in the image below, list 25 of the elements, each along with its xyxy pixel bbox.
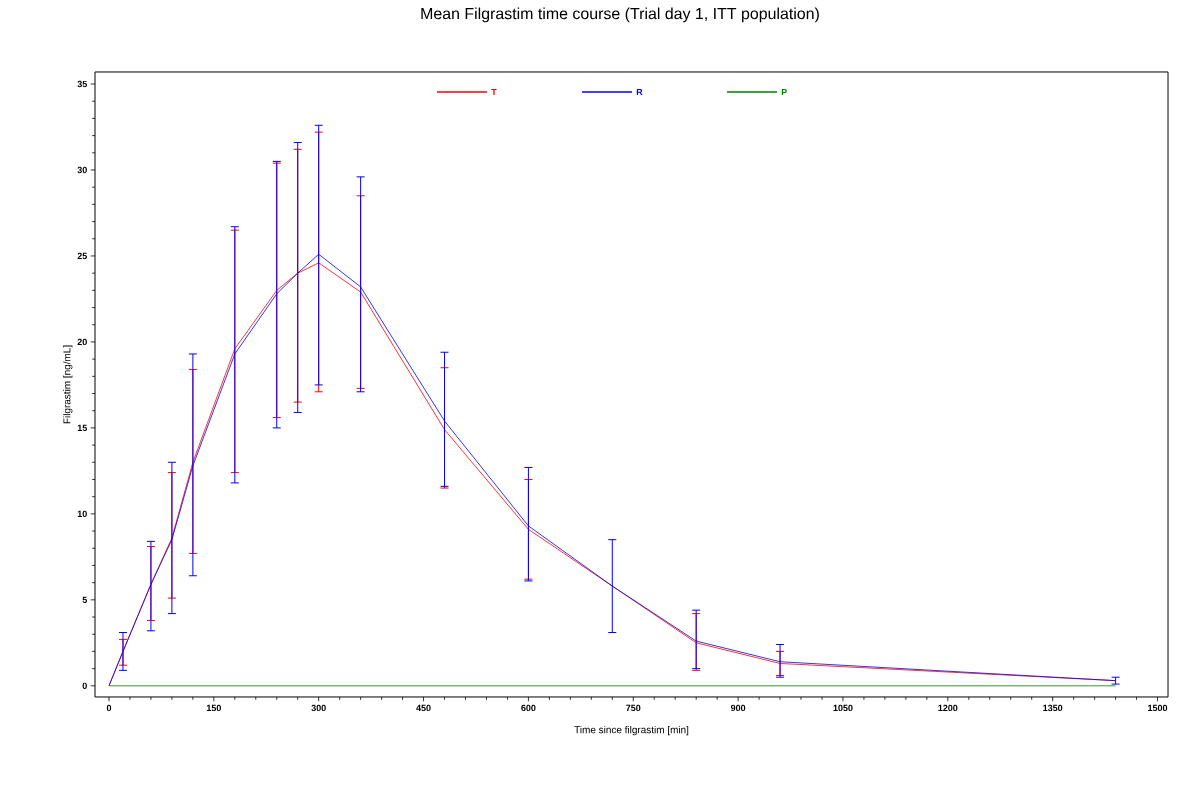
y-tick-label: 15	[77, 424, 87, 432]
x-tick-label: 750	[626, 704, 641, 712]
text: T	[491, 88, 497, 96]
x-tick-label: 150	[206, 704, 221, 712]
y-tick-label: 35	[77, 80, 87, 88]
y-tick-label: 20	[77, 338, 87, 346]
y-tick-label: 25	[77, 252, 87, 260]
y-axis-title: Filgrastim [ng/mL]	[63, 345, 73, 424]
text: R	[636, 88, 643, 96]
y-tick-label: 5	[82, 596, 87, 603]
x-tick-label: 1200	[938, 704, 958, 712]
x-tick-label: 450	[416, 704, 431, 712]
text: P	[781, 88, 787, 96]
x-tick-label: 0	[106, 704, 112, 712]
x-tick-label: 300	[311, 704, 326, 712]
chart-title: Mean Filgrastim time course (Trial day 1, ITT population)	[421, 7, 819, 23]
y-tick-label: 10	[77, 510, 87, 518]
y-tick-label: 30	[77, 166, 87, 174]
x-tick-label: 1050	[833, 704, 853, 712]
x-axis-title: Time since filgrastim [min]	[574, 725, 689, 736]
y-tick-label: 0	[82, 682, 87, 689]
x-tick-label: 900	[730, 704, 746, 712]
x-tick-label: 1350	[1043, 704, 1063, 712]
x-tick-label: 1500	[1148, 704, 1168, 712]
x-tick-label: 600	[521, 704, 536, 712]
